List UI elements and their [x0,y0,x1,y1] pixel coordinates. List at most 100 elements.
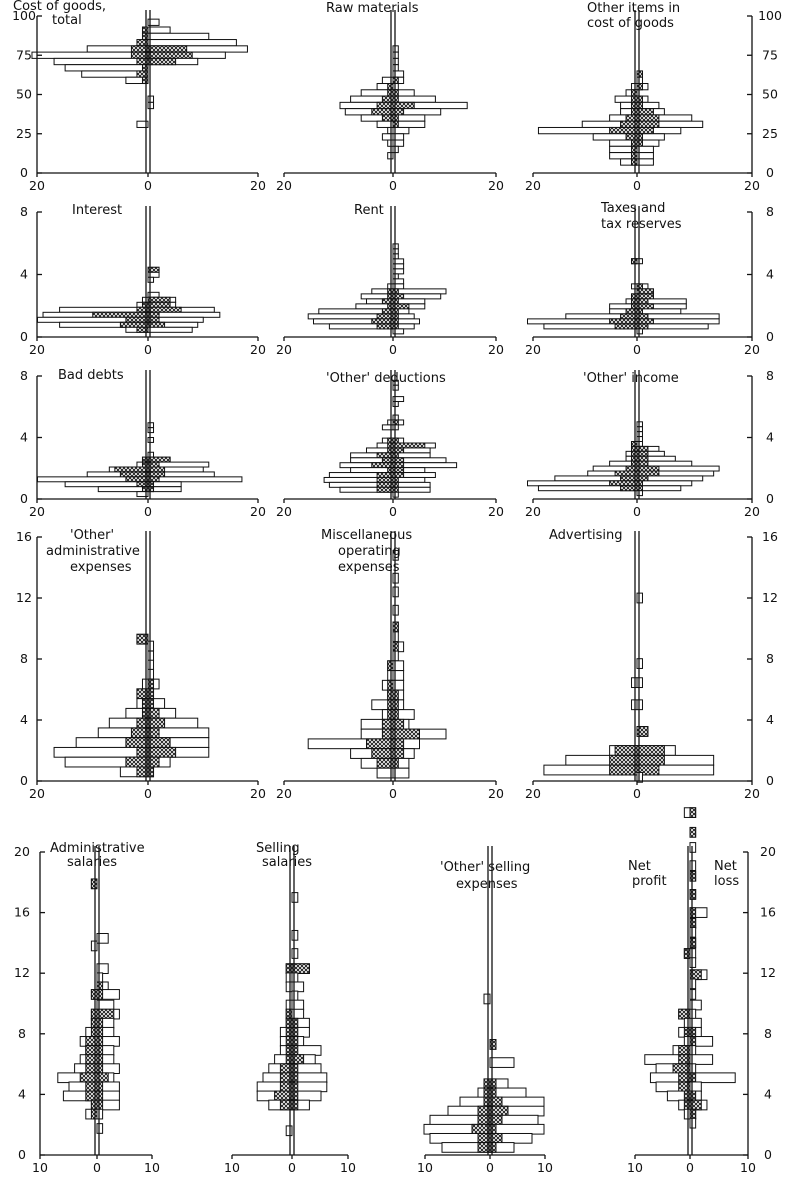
x-tick-label: 0 [633,342,641,357]
panel-title: expenses [70,560,132,575]
bar-right-hatched-6 [489,1105,509,1117]
bar-right-hatched-11 [291,1036,299,1047]
bar-left-hatched-10 [90,1026,98,1038]
y-tick-label: 12 [760,965,776,980]
bar-right-3 [147,451,155,458]
bar-left-9 [64,481,149,488]
bar-left-0 [683,807,691,818]
bar-right-hatched-10 [96,1026,104,1038]
bar-right-hatched-27 [689,1108,697,1120]
bar-left-2 [90,940,98,952]
bar-right-hatched-16 [291,1081,299,1093]
panel-title: cost of goods [587,16,674,31]
bar-right-3 [689,860,697,871]
y-tick-label: 100 [758,8,782,23]
bar-left-12 [53,746,149,758]
bar-left-hatched-14 [631,158,638,166]
bar-left-hatched-13 [285,1054,293,1065]
x-tick-label: 20 [276,786,292,801]
bar-left-hatched-19 [90,1108,98,1120]
x-tick-label: 20 [276,342,292,357]
bar-right-hatched-3 [489,1078,497,1090]
x-tick-label: 20 [29,342,45,357]
bar-left-hatched-7 [631,455,638,462]
panel-title: salaries [262,855,312,870]
bar-right-hatched-10 [636,133,643,141]
panel-11: 20 0 20 0 4 8 12 16 Advertising [525,528,778,801]
bar-right-1 [147,26,171,34]
bar-left-hatched-7 [609,764,638,776]
bar-right-hatched-9 [147,481,155,488]
y-tick-label: 8 [766,204,774,219]
bar-right-hatched-12 [96,1045,104,1056]
x-tick-label: 0 [633,504,641,519]
net-profit-label: profit [632,874,667,889]
bar-left-hatched-11 [631,139,638,147]
bar-right-2 [147,32,210,41]
x-tick-label: 0 [389,342,397,357]
bar-left-hatched-4 [631,95,638,103]
bar-right-12 [636,480,693,487]
panel-title: expenses [338,560,400,575]
y-tick-label: 8 [766,651,774,666]
bar-right-28 [689,1117,697,1129]
x-tick-label: 0 [389,786,397,801]
y-tick-label: 0 [18,1147,26,1162]
panel-title: 'Other' income [583,371,679,386]
bar-left-hatched-6 [90,989,98,1000]
bar-right-hatched-10 [636,470,660,477]
bar-right-hatched-4 [147,456,171,463]
x-tick-label: 20 [488,504,504,519]
bar-left-hatched-5 [631,303,638,310]
bar-left-hatched-8 [125,316,149,323]
bar-left-hatched-12 [609,480,638,487]
bar-right-hatched-10 [489,1142,497,1153]
bar-right-hatched-4 [689,870,697,882]
bar-right-hatched-11 [96,1036,104,1047]
y-tick-label: 0 [766,491,774,506]
bar-left-hatched-9 [119,321,149,328]
bar-right-hatched-23 [689,1072,697,1084]
bar-left-hatched-9 [285,1017,293,1029]
x-tick-label: 20 [744,342,760,357]
x-tick-label: 20 [488,786,504,801]
bar-right-8 [147,476,243,483]
x-tick-label: 0 [389,178,397,193]
bar-left-17 [683,1017,691,1029]
bar-right-4 [291,972,299,984]
bar-left-hatched-10 [683,948,691,959]
bar-right-hatched-14 [96,1063,104,1074]
bar-right-3 [636,436,643,442]
panel-title: Cost of goods, [13,0,106,14]
x-tick-label: 20 [744,504,760,519]
bar-right-hatched-2 [636,83,643,91]
bar-right-2 [689,842,697,853]
y-tick-label: 8 [20,204,28,219]
bar-right-hatched-6 [147,57,177,66]
panel-title: 'Other' deductions [326,371,446,386]
y-tick-label: 0 [20,491,28,506]
bar-right-hatched-7 [147,698,155,709]
bar-right-8 [636,771,643,783]
bar-right-14 [636,158,654,166]
y-tick-label: 8 [20,368,28,383]
bar-right-1 [147,427,155,434]
y-tick-label: 20 [760,844,776,859]
x-tick-label: 20 [744,786,760,801]
y-tick-label: 8 [764,1026,772,1041]
x-tick-label: 10 [340,1160,356,1175]
bar-right-4 [147,668,155,680]
y-tick-label: 25 [16,126,32,141]
bar-left-hatched-18 [90,1099,98,1111]
panel-8: 20 0 20 0 4 8 'Other' income [525,368,774,519]
x-tick-label: 20 [276,178,292,193]
bar-right-hatched-0 [689,807,697,818]
y-tick-label: 75 [16,47,32,62]
y-tick-label: 100 [12,8,36,23]
bar-right-2 [489,1057,515,1068]
